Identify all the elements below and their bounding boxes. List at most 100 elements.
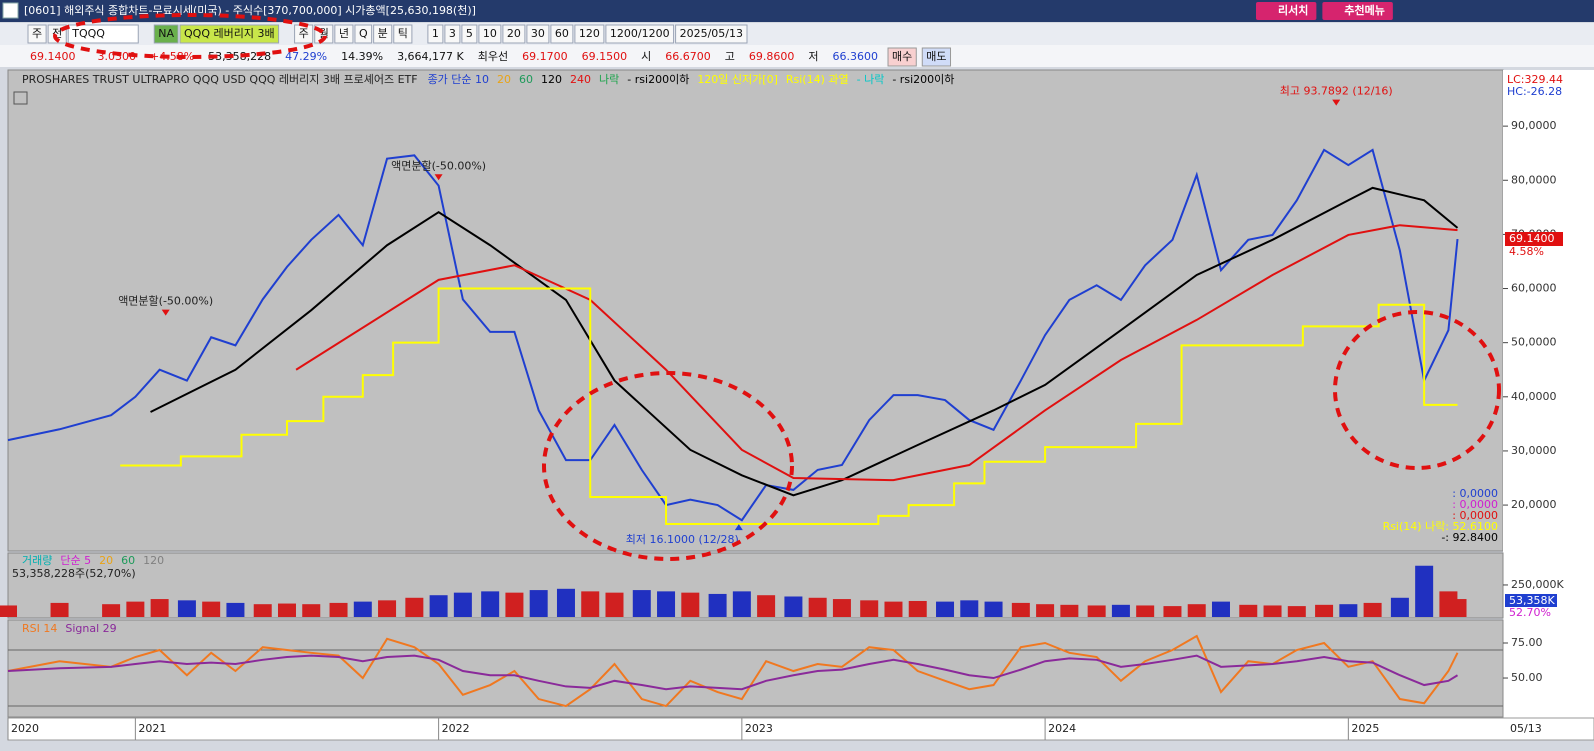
- highlight-ellipse: [53, 13, 327, 59]
- toolbar-button-label[interactable]: 월: [319, 27, 329, 40]
- volume-summary: 53,358,228주(52,70%): [12, 567, 136, 580]
- toolbar-button-label[interactable]: 틱: [398, 27, 408, 40]
- toolbar-button-label[interactable]: 전: [52, 27, 62, 40]
- toolbar-button-label[interactable]: 분: [378, 27, 388, 40]
- menu-button[interactable]: [1256, 2, 1317, 20]
- volume-bar: [908, 600, 927, 617]
- legend-entry: 거래량: [22, 554, 52, 567]
- toolbar-button[interactable]: [444, 24, 461, 44]
- volume-bar: [226, 602, 245, 617]
- volume-bar: [505, 592, 524, 617]
- y-tick-label: 75.00: [1511, 636, 1543, 649]
- toolbar-button-label[interactable]: TQQQ: [71, 27, 105, 40]
- x-tick-label: 2023: [745, 722, 773, 735]
- toolbar-button[interactable]: [427, 24, 444, 44]
- annotation: 액면분할(-50.00%): [391, 159, 486, 172]
- legend-entry: - rsi200이하: [627, 72, 689, 86]
- volume-bar: [784, 596, 803, 617]
- quote-field: 저: [808, 50, 818, 63]
- legend-entry: 240: [570, 73, 591, 86]
- legend-entry: RSI 14: [22, 622, 57, 635]
- volume-bar: [202, 601, 221, 617]
- volume-bar: [605, 592, 624, 617]
- toolbar-button-label[interactable]: 주: [32, 27, 42, 40]
- x-tick-label: 2020: [11, 722, 39, 735]
- quote-field[interactable]: 매수: [892, 50, 912, 63]
- toolbar-button-label[interactable]: 10: [483, 27, 497, 40]
- order-button[interactable]: [887, 47, 917, 67]
- toolbar-button[interactable]: [574, 24, 605, 44]
- toolbar-button[interactable]: [179, 24, 280, 44]
- volume-bar: [757, 595, 776, 617]
- y-tick-label: 50.00: [1511, 671, 1543, 684]
- indicator-readout: : 0,0000: [1452, 498, 1498, 511]
- menu-button-label[interactable]: 리서치: [1278, 3, 1308, 17]
- toolbar-button[interactable]: [354, 24, 373, 44]
- quote-field: 69.1500: [582, 50, 628, 63]
- menu-button-label[interactable]: 추천메뉴: [1344, 3, 1384, 17]
- side-label: 69.1400: [1509, 232, 1555, 245]
- volume-bar: [884, 601, 903, 617]
- volume-bar: [1136, 605, 1155, 617]
- toolbar-button[interactable]: [393, 24, 413, 44]
- toolbar-button-label[interactable]: 2025/05/13: [680, 27, 743, 40]
- toolbar-button-label[interactable]: 주: [299, 27, 309, 40]
- y-tick-label: 80,0000: [1511, 173, 1557, 186]
- toolbar-button[interactable]: [461, 24, 478, 44]
- menu-button[interactable]: [1322, 2, 1393, 20]
- last-volume-box: [1505, 594, 1557, 607]
- indicator-readout: Rsi(14) 나락: 52.6100: [1383, 520, 1498, 533]
- volume-bar: [150, 599, 169, 617]
- toolbar-button-label[interactable]: NA: [158, 27, 174, 40]
- indicator-readout: : 0,0000: [1452, 509, 1498, 522]
- toolbar-button[interactable]: [502, 24, 526, 44]
- toolbar-button-label[interactable]: 3: [449, 27, 456, 40]
- quote-field: 고: [725, 50, 735, 63]
- toolbar-button-label[interactable]: 20: [507, 27, 521, 40]
- toolbar-button-label[interactable]: 120: [579, 27, 600, 40]
- volume-bar: [329, 602, 348, 617]
- toolbar-button-label[interactable]: Q: [359, 27, 368, 40]
- toolbar-button[interactable]: [675, 24, 748, 44]
- toolbar-button-label[interactable]: QQQ 레버리지 3배: [184, 27, 275, 40]
- legend-entry: Signal 29: [65, 622, 116, 635]
- annotation-marker: [161, 309, 170, 316]
- quote-field[interactable]: 매도: [926, 50, 946, 63]
- quote-field: 최우선: [478, 50, 508, 63]
- toolbar-button-label[interactable]: 30: [531, 27, 545, 40]
- order-button[interactable]: [921, 47, 952, 67]
- quote-field: +4.58%: [150, 50, 194, 63]
- toolbar-button[interactable]: [605, 24, 675, 44]
- toolbar-button[interactable]: [334, 24, 354, 44]
- volume-bar: [102, 604, 121, 617]
- toolbar-button-label[interactable]: 년: [339, 27, 349, 40]
- toolbar-button[interactable]: [27, 24, 47, 44]
- volume-bar: [1187, 604, 1206, 617]
- toolbar-button-label[interactable]: 1200/1200: [610, 27, 670, 40]
- legend-entry: 종가 단순 10: [428, 73, 489, 86]
- quote-field: 66.3600: [833, 50, 879, 63]
- volume-bar: [1415, 565, 1434, 617]
- side-label: 52.70%: [1509, 606, 1551, 619]
- toolbar-button-label[interactable]: 1: [432, 27, 439, 40]
- annotation: 최저 16.1000 (12/28): [626, 533, 739, 546]
- title-bar: [0, 0, 1594, 22]
- quote-field: 69.8600: [749, 50, 795, 63]
- volume-bar: [732, 591, 751, 617]
- toolbar-button-label[interactable]: 5: [466, 27, 473, 40]
- volume-bar: [277, 603, 296, 617]
- volume-bar: [481, 591, 500, 617]
- volume-bar: [1263, 605, 1282, 617]
- volume-bar: [126, 601, 145, 617]
- toolbar-button[interactable]: [478, 24, 502, 44]
- x-tick-label: 2021: [138, 722, 166, 735]
- toolbar-button[interactable]: [526, 24, 550, 44]
- toolbar-button[interactable]: [153, 24, 179, 44]
- y-tick-label: 90,0000: [1511, 119, 1557, 132]
- volume-bar: [1011, 602, 1030, 617]
- toolbar-button[interactable]: [373, 24, 393, 44]
- toolbar-button[interactable]: [67, 24, 139, 44]
- toolbar-button-label[interactable]: 60: [555, 27, 569, 40]
- toolbar-button[interactable]: [550, 24, 574, 44]
